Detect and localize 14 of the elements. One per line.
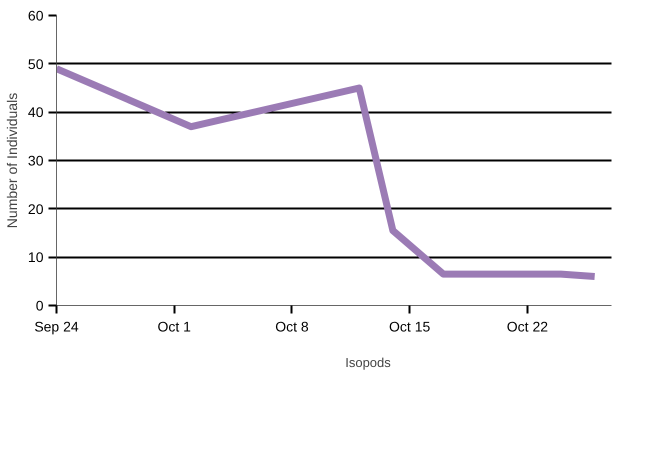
- text: Isopods: [345, 354, 391, 370]
- x-tick-label: Oct 1: [158, 318, 192, 334]
- y-tick-label: 0: [36, 298, 44, 314]
- y-tick-label: 30: [28, 152, 44, 168]
- y-tick-label: 50: [28, 56, 44, 72]
- y-tick-label: 10: [28, 249, 44, 266]
- y-tick-label: 60: [28, 8, 44, 24]
- y-tick-label: 40: [28, 104, 44, 120]
- x-tick-label: Sep 24: [34, 318, 79, 334]
- x-tick-label: Oct 8: [275, 318, 309, 334]
- x-tick-label: Oct 22: [506, 318, 548, 334]
- y-axis-title: Number of Individuals: [4, 92, 20, 228]
- y-tick-label: 20: [28, 200, 44, 217]
- x-tick-label: Oct 15: [389, 318, 431, 334]
